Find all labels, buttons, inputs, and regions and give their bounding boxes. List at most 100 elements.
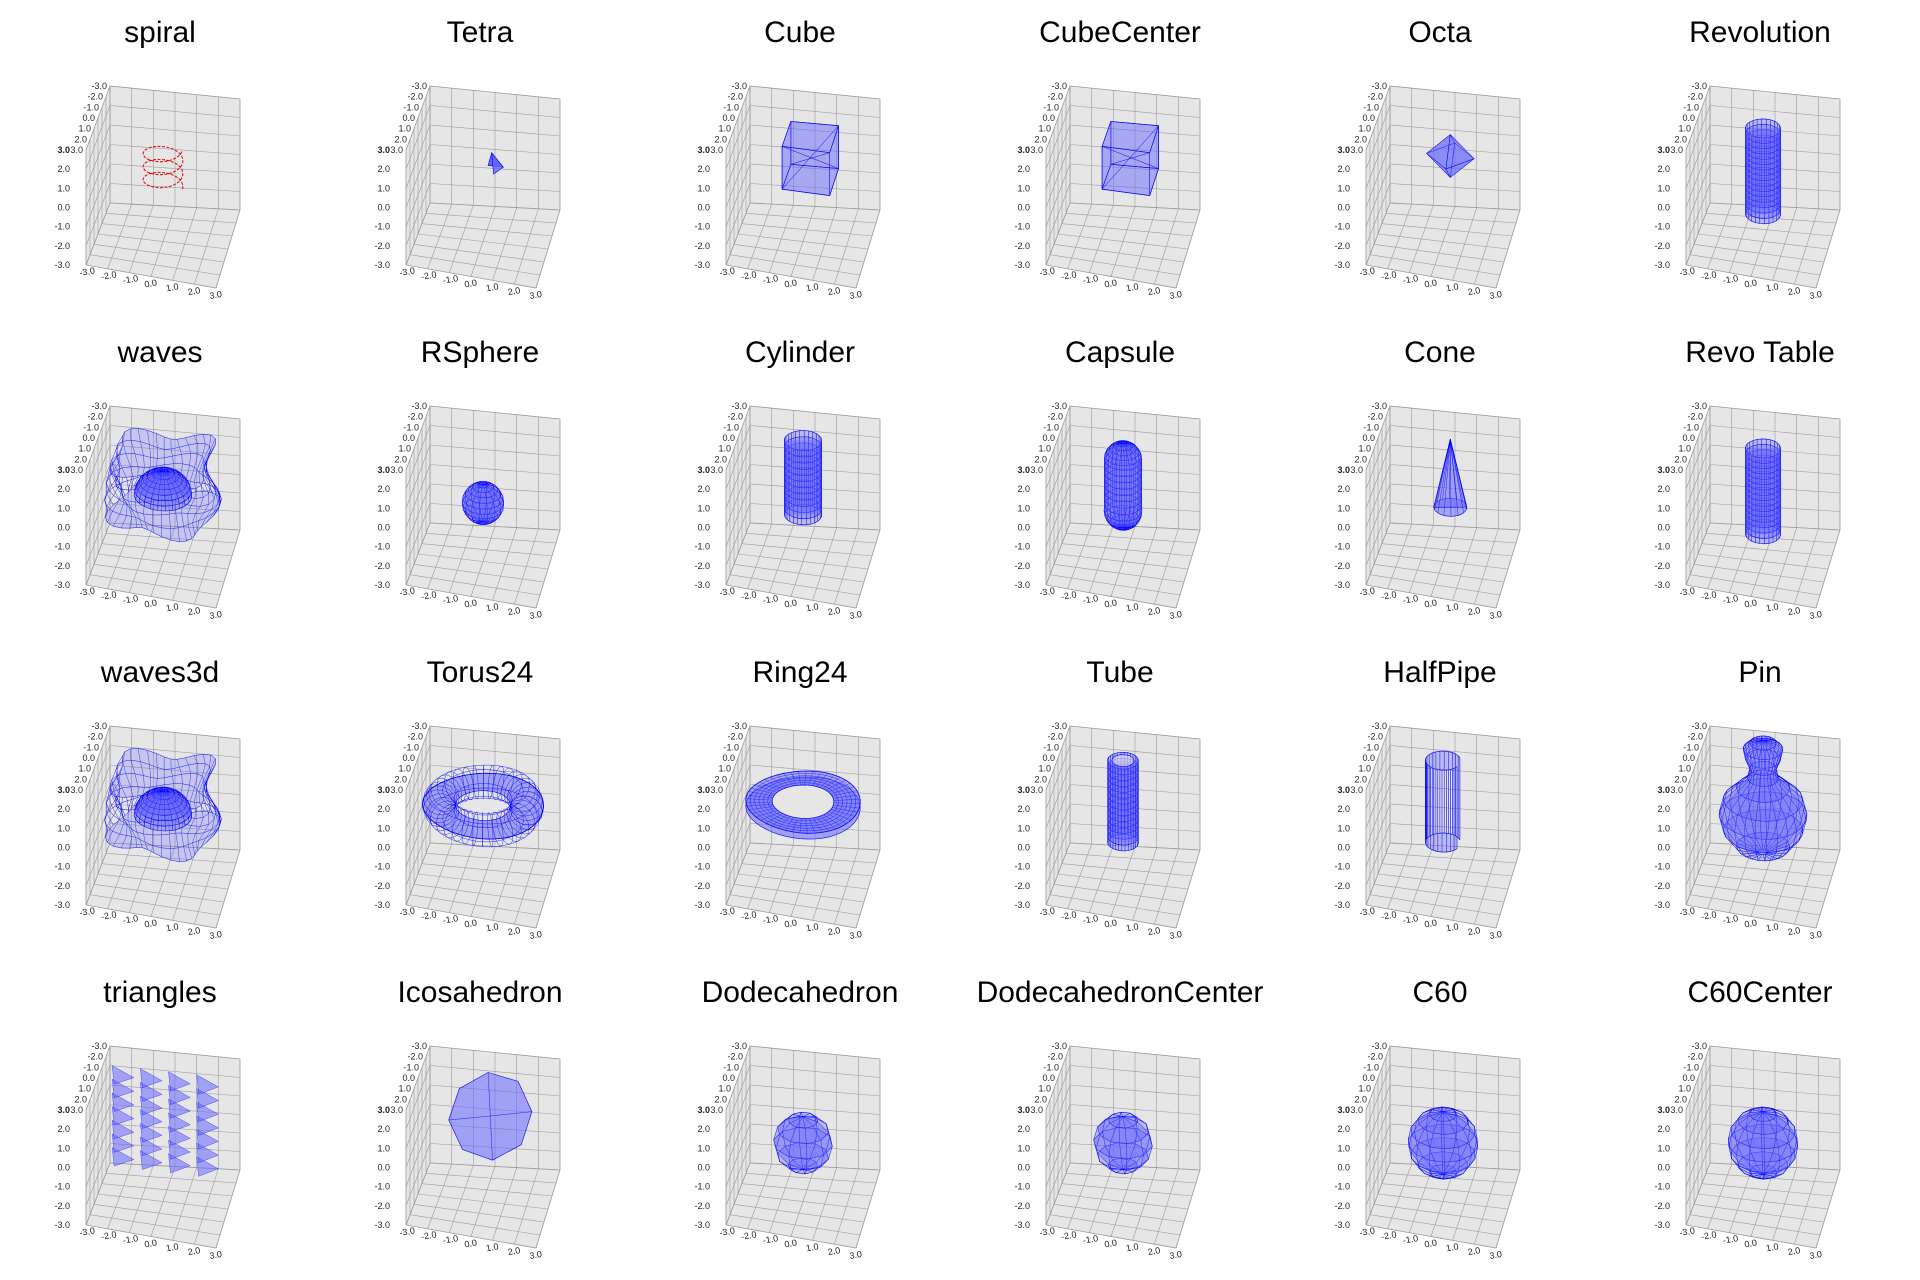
tick-label: 0.0	[1682, 753, 1695, 763]
z-tick-label: 3.0	[57, 465, 70, 475]
x-tick-label: -3.0	[719, 1225, 736, 1238]
tick-label: -1.0	[1683, 742, 1699, 752]
subplot-title: Pin	[1738, 656, 1782, 689]
subplot-title: Revo Table	[1685, 336, 1835, 369]
x-tick-label: -2.0	[1700, 1229, 1717, 1242]
z-tick-label: 2.0	[1657, 804, 1670, 814]
x-tick-label: 3.0	[1489, 929, 1503, 941]
tick-label: -3.0	[1371, 401, 1387, 411]
x-tick-label: -3.0	[1039, 265, 1056, 278]
tick-label: -3.0	[1691, 401, 1707, 411]
tick-label: -3.0	[1051, 1041, 1067, 1051]
tick-label: 2.0	[74, 134, 87, 144]
x-tick-label: 1.0	[1445, 921, 1459, 933]
x-tick-label: -2.0	[1060, 269, 1077, 282]
subplot-c60: -3.0 -2.0 -1.0 0.0 1.0 2.0 3.0 -3.0 -2.0 -1.0 0.0 1…	[1280, 960, 1600, 1280]
tick-label: 2.0	[1674, 774, 1687, 784]
grid-lines	[405, 408, 561, 605]
z-tick-label: -3.0	[54, 260, 70, 270]
tick-label: 2.0	[74, 454, 87, 464]
z-tick-label: 0.0	[57, 203, 70, 213]
z-tick-label: 0.0	[1017, 523, 1030, 533]
tick-label: -1.0	[1363, 422, 1379, 432]
z-tick-label: 0.0	[57, 1163, 70, 1173]
subplot-title: Tetra	[446, 16, 514, 49]
tick-label: -2.0	[1687, 1052, 1703, 1062]
z-tick-label: 1.0	[1657, 503, 1670, 513]
grid-lines	[1045, 88, 1201, 285]
tick-label: 1.0	[1678, 1084, 1691, 1094]
x-tick-label: -1.0	[1082, 913, 1099, 926]
x-tick-label: -2.0	[1380, 589, 1397, 602]
z-tick-label: -1.0	[694, 222, 710, 232]
tick-label: -2.0	[1687, 732, 1703, 742]
spiral-line	[142, 145, 184, 190]
subplot-title: C60	[1412, 976, 1468, 1009]
tick-label: 1.0	[78, 1084, 91, 1094]
z-tick-label: -3.0	[1014, 900, 1030, 910]
tick-label: -1.0	[723, 422, 739, 432]
tick-label: 0.0	[1042, 753, 1055, 763]
subplot-dodecahedroncenter: -3.0 -2.0 -1.0 0.0 1.0 2.0 3.0 -3.0 -2.0 -1.0 0.0 1…	[960, 960, 1280, 1280]
x-tick-label: 3.0	[209, 609, 223, 621]
z-tick-label: -1.0	[1334, 222, 1350, 232]
tick-label: 1.0	[1038, 1084, 1051, 1094]
tick-label: 2.0	[1034, 774, 1047, 784]
x-tick-label: -1.0	[122, 1233, 139, 1246]
z-tick-label: 1.0	[1017, 1143, 1030, 1153]
z-tick-label: 2.0	[697, 484, 710, 494]
plot-canvas: -3.0-2.0-1.00.01.02.03.0-3.0-2.0-1.00.01…	[694, 401, 881, 621]
z-tick-label: 1.0	[377, 823, 390, 833]
tick-label: 1.0	[78, 764, 91, 774]
tick-label: 2.0	[1354, 774, 1367, 784]
tick-label: -2.0	[1047, 732, 1063, 742]
x-tick-label: -2.0	[1060, 1229, 1077, 1242]
tick-label: 1.0	[398, 124, 411, 134]
z-tick-label: 1.0	[697, 183, 710, 193]
x-tick-label: 3.0	[1809, 1249, 1823, 1261]
mesh-polyball	[1407, 1106, 1479, 1180]
x-tick-label: 0.0	[784, 1237, 798, 1249]
x-tick-label: 0.0	[784, 597, 798, 609]
x-tick-label: 1.0	[1125, 601, 1139, 613]
x-tick-label: 3.0	[1809, 289, 1823, 301]
subplot-title: RSphere	[420, 336, 540, 369]
x-tick-label: -1.0	[442, 273, 459, 286]
grid-lines	[85, 88, 241, 285]
plot-canvas: -3.0-2.0-1.00.01.02.03.0-3.0-2.0-1.00.01…	[1014, 1041, 1201, 1261]
tick-label: 2.0	[394, 1094, 407, 1104]
x-tick-label: -3.0	[1039, 905, 1056, 918]
subplot-title: spiral	[124, 16, 196, 49]
x-tick-label: -1.0	[122, 913, 139, 926]
x-tick-label: 1.0	[485, 1241, 499, 1253]
z-tick-label: -3.0	[1654, 900, 1670, 910]
z-tick-label: -3.0	[1334, 1220, 1350, 1230]
tick-label: 2.0	[714, 454, 727, 464]
x-tick-label: 0.0	[464, 277, 478, 289]
x-tick-label: -2.0	[1700, 589, 1717, 602]
grid-lines	[725, 88, 881, 285]
subplot-cube: -3.0 -2.0 -1.0 0.0 1.0 2.0 3.0 -3.0 -2.0 -1.0 0.0 1…	[640, 0, 960, 320]
x-tick-label: 3.0	[849, 289, 863, 301]
x-tick-label: 3.0	[529, 1249, 543, 1261]
z-tick-label: 2.0	[1017, 804, 1030, 814]
tick-label: 3.0	[1030, 1105, 1043, 1115]
z-tick-label: -1.0	[1014, 542, 1030, 552]
z-tick-label: 0.0	[1337, 523, 1350, 533]
tick-label: 3.0	[70, 465, 83, 475]
tick-label: 0.0	[402, 1073, 415, 1083]
grid-lines	[1685, 728, 1841, 925]
z-tick-label: -3.0	[1334, 900, 1350, 910]
subplot-title: Revolution	[1689, 16, 1831, 49]
tick-label: -2.0	[1047, 92, 1063, 102]
tick-label: 2.0	[1354, 1094, 1367, 1104]
z-tick-label: 3.0	[697, 1105, 710, 1115]
plot-canvas: -3.0-2.0-1.00.01.02.03.0-3.0-2.0-1.00.01…	[1654, 81, 1841, 301]
subplot-title: waves3d	[100, 656, 220, 689]
z-tick-label: 2.0	[57, 164, 70, 174]
tick-label: 3.0	[1350, 465, 1363, 475]
tick-label: 3.0	[70, 145, 83, 155]
tick-label: 0.0	[1682, 1073, 1695, 1083]
x-tick-label: -3.0	[1359, 585, 1376, 598]
tick-label: 3.0	[1030, 785, 1043, 795]
